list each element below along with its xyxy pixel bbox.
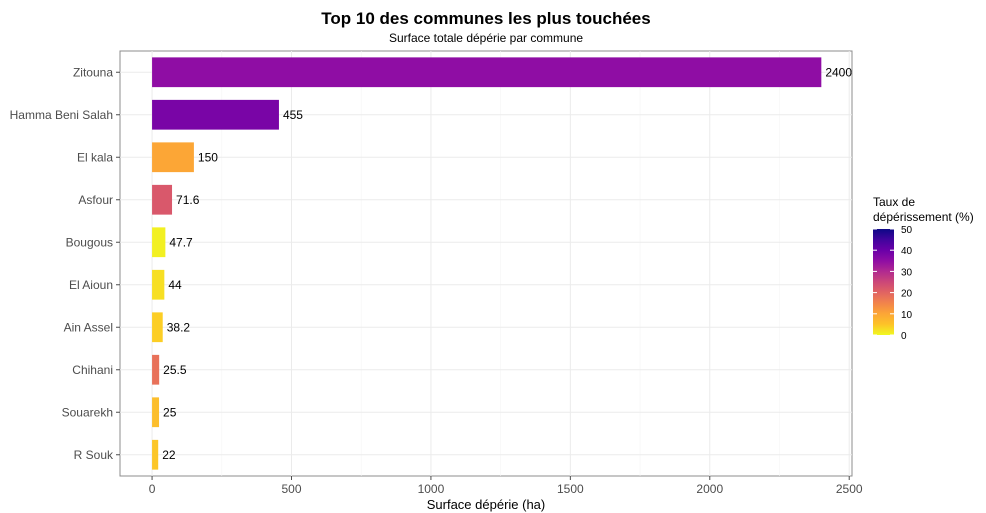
y-tick-label: Hamma Beni Salah	[10, 108, 113, 122]
x-axis: 0 500 1000 1500 2000 2500	[149, 476, 863, 496]
value-label: 25	[163, 405, 177, 419]
legend: Taux de dépérissement (%) 0 10 20 30 40 50	[873, 195, 974, 342]
legend-tick-label: 50	[901, 225, 913, 236]
legend-tick-label: 10	[901, 310, 913, 321]
legend-colorbar	[873, 229, 894, 335]
value-label: 455	[283, 108, 303, 122]
x-tick-label: 500	[281, 482, 301, 496]
bar-asfour	[152, 184, 173, 215]
x-axis-title: Surface dépérie (ha)	[427, 497, 546, 512]
bar-hamma-beni-salah	[152, 99, 279, 130]
value-label: 2400	[825, 65, 852, 79]
value-labels: 2400 455 150 71.6 47.7 44 38.2 25.5 25 22	[162, 65, 852, 462]
y-tick-label: El kala	[77, 150, 113, 164]
y-tick-label: Zitouna	[73, 65, 113, 79]
bar-el-kala	[152, 142, 194, 173]
chart-subtitle: Surface totale dépérie par commune	[389, 31, 583, 45]
bar-chihani	[152, 354, 160, 385]
x-tick-label: 2500	[836, 482, 863, 496]
x-tick-label: 1000	[418, 482, 445, 496]
bar-el-aioun	[152, 269, 165, 300]
legend-tick-label: 40	[901, 246, 913, 257]
y-tick-label: Asfour	[78, 193, 113, 207]
value-label: 22	[162, 448, 176, 462]
y-tick-label: Chihani	[72, 363, 113, 377]
y-tick-label: Ain Assel	[64, 320, 113, 334]
legend-title-line-1: Taux de	[873, 195, 915, 209]
bar-zitouna	[152, 57, 822, 88]
legend-title-line-2: dépérissement (%)	[873, 210, 974, 224]
value-label: 25.5	[163, 363, 187, 377]
y-tick-label: El Aioun	[69, 278, 113, 292]
bars	[152, 57, 822, 470]
value-label: 47.7	[169, 235, 193, 249]
y-axis: Zitouna Hamma Beni Salah El kala Asfour Boug…	[10, 65, 120, 462]
legend-tick-label: 20	[901, 289, 913, 300]
value-label: 38.2	[167, 320, 191, 334]
y-tick-label: Bougous	[66, 235, 113, 249]
legend-tick-label: 30	[901, 267, 913, 278]
y-tick-label: R Souk	[74, 448, 114, 462]
x-tick-label: 0	[149, 482, 156, 496]
bar-ain-assel	[152, 312, 163, 343]
bar-r-souk	[152, 439, 159, 470]
legend-tick-label: 0	[901, 331, 907, 342]
x-tick-label: 2000	[696, 482, 723, 496]
bar-souarekh	[152, 397, 160, 428]
value-label: 44	[168, 278, 182, 292]
value-label: 71.6	[176, 193, 200, 207]
value-label: 150	[198, 150, 218, 164]
chart-title: Top 10 des communes les plus touchées	[321, 9, 650, 28]
y-tick-label: Souarekh	[62, 405, 113, 419]
x-tick-label: 1500	[557, 482, 584, 496]
bar-bougous	[152, 227, 166, 258]
